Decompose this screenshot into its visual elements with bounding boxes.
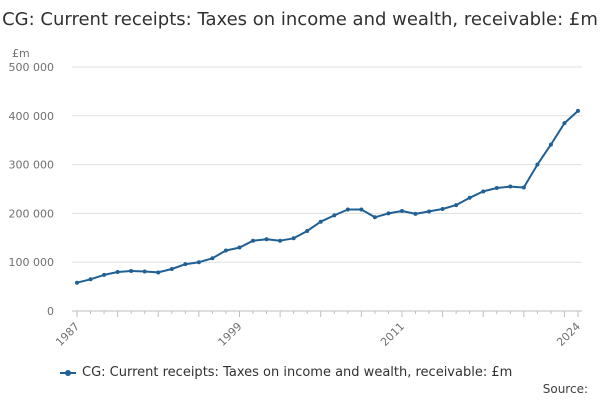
data-point: [169, 267, 174, 272]
data-point: [129, 268, 134, 273]
data-point: [291, 236, 296, 241]
y-axis-unit-label: £m: [12, 47, 30, 60]
series-group: [75, 108, 580, 285]
data-point: [88, 277, 93, 282]
series-line: [76, 109, 579, 284]
data-point: [386, 211, 391, 216]
y-tick-label: 200 000: [9, 207, 55, 220]
chart-title: CG: Current receipts: Taxes on income an…: [2, 9, 598, 30]
data-point: [535, 162, 540, 167]
data-point: [454, 203, 459, 208]
x-tick-label: 1987: [53, 320, 82, 349]
data-point: [305, 228, 310, 233]
data-point: [494, 186, 499, 191]
x-tick-label: 2024: [554, 320, 583, 349]
data-point: [318, 219, 323, 224]
data-point: [576, 108, 580, 113]
data-point: [481, 189, 486, 194]
data-point: [359, 207, 364, 212]
data-point: [196, 260, 201, 265]
data-point: [237, 245, 242, 250]
legend-label: CG: Current receipts: Taxes on income an…: [82, 365, 513, 380]
data-point: [278, 238, 283, 243]
data-point: [75, 280, 79, 285]
y-tick-label: 400 000: [9, 110, 55, 123]
y-tick-label: 300 000: [9, 159, 55, 172]
x-tick-label: 1999: [216, 320, 245, 349]
gridlines: [72, 66, 582, 263]
data-point: [115, 269, 120, 274]
data-point: [548, 142, 553, 147]
legend-swatch: [60, 366, 76, 380]
y-tick-label: 100 000: [9, 256, 55, 269]
data-point: [345, 207, 350, 212]
data-point: [210, 256, 215, 261]
data-point: [467, 195, 472, 200]
data-point: [223, 248, 228, 253]
data-point: [427, 209, 432, 214]
data-point: [440, 207, 445, 212]
data-point: [413, 211, 418, 216]
data-point: [399, 208, 404, 213]
data-point: [156, 270, 161, 275]
data-point: [521, 185, 526, 190]
source-label: Source:: [542, 382, 588, 396]
data-point: [264, 237, 269, 242]
x-tick-label: 2011: [378, 320, 407, 349]
data-point: [562, 121, 567, 126]
data-point: [102, 272, 107, 277]
data-point: [251, 238, 256, 243]
data-point: [142, 269, 147, 274]
y-tick-label: 500 000: [9, 61, 55, 74]
data-point: [508, 184, 513, 189]
x-axis: 1987 1999 2011 2024: [53, 310, 583, 349]
y-axis-ticks: 0 100 000 200 000 300 000 400 000 500 000: [9, 61, 55, 318]
y-tick-label: 0: [47, 305, 54, 318]
data-point: [183, 262, 188, 267]
legend: CG: Current receipts: Taxes on income an…: [60, 365, 512, 380]
data-point: [332, 213, 337, 218]
data-point: [372, 215, 377, 220]
